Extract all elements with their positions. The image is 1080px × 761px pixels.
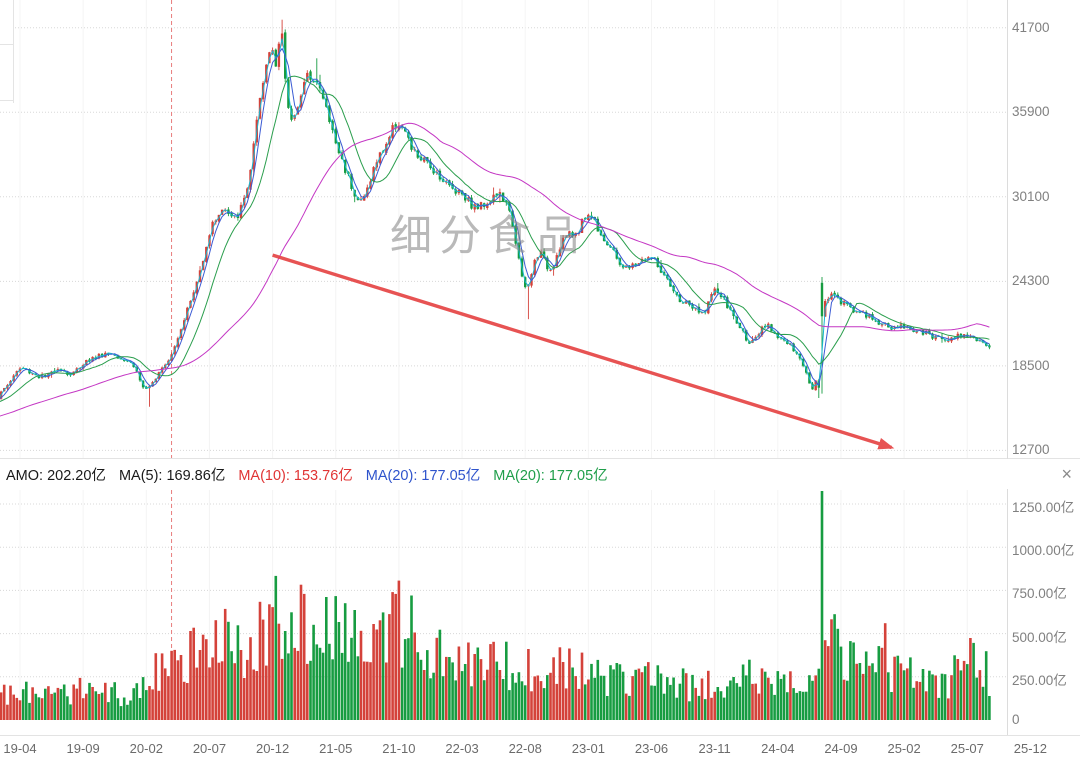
- ma-line-ma10: [0, 38, 990, 398]
- amo-ma10-value: MA(10): 153.76亿: [238, 467, 353, 484]
- amo-ma5-value: MA(5): 169.86亿: [118, 467, 226, 484]
- price-axis-label: 24300: [1012, 273, 1050, 289]
- amo-value: AMO: 202.20亿: [6, 467, 106, 484]
- x-axis-label: 23-11: [698, 741, 731, 756]
- close-icon[interactable]: ×: [1061, 464, 1072, 484]
- left-edge-divider: [0, 100, 14, 101]
- x-axis-label: 25-02: [887, 741, 921, 756]
- x-axis-label: 24-04: [761, 741, 795, 756]
- volume-axis-label: 750.00亿: [1012, 586, 1067, 602]
- ma-line-ma60: [0, 75, 990, 402]
- price-axis-label: 30100: [1012, 188, 1050, 204]
- x-axis-label: 24-09: [824, 741, 858, 756]
- amo-indicator-row: AMO: 202.20亿 MA(5): 169.86亿 MA(10): 153.…: [0, 459, 1080, 489]
- volume-axis-label: 1000.00亿: [1012, 543, 1075, 559]
- x-axis-label: 22-08: [508, 741, 542, 756]
- candles: [0, 19, 991, 407]
- x-axis-label: 20-12: [255, 741, 290, 756]
- ma-line-ma20: [0, 47, 990, 400]
- x-axis-label: 25-12: [1013, 741, 1048, 756]
- left-edge-divider: [0, 44, 14, 45]
- amo-ma20-value: MA(20): 177.05亿: [365, 467, 481, 484]
- ma-line-ma250: [0, 122, 990, 417]
- x-axis-label: 20-02: [129, 741, 163, 756]
- x-axis-label: 19-04: [3, 741, 37, 756]
- price-axis-label: 12700: [1012, 442, 1050, 458]
- x-axis-label: 20-07: [192, 741, 227, 756]
- volume-axis-label: 250.00亿: [1012, 672, 1067, 688]
- price-axis-label: 35900: [1012, 104, 1050, 120]
- x-axis-label: 21-05: [319, 741, 353, 756]
- volume-bars: [0, 491, 991, 720]
- left-panel-edge: [0, 0, 14, 103]
- volume-axis-label: 500.00亿: [1012, 629, 1067, 645]
- volume-axis-label: 1250.00亿: [1012, 500, 1075, 515]
- volume-axis-label: 0: [1012, 712, 1020, 727]
- x-axis-label: 25-07: [950, 741, 984, 756]
- amo-ma20b-value: MA(20): 177.05亿: [493, 467, 608, 484]
- x-axis-label: 23-01: [571, 741, 605, 756]
- price-axis-label: 41700: [1012, 19, 1050, 35]
- x-axis-label: 21-10: [382, 741, 416, 756]
- x-axis-label: 23-06: [634, 741, 669, 756]
- x-axis-label: 19-09: [66, 741, 100, 756]
- price-axis-label: 18500: [1012, 357, 1050, 373]
- trend-arrow-annotation[interactable]: [272, 253, 895, 450]
- x-axis-label: 22-03: [445, 741, 479, 756]
